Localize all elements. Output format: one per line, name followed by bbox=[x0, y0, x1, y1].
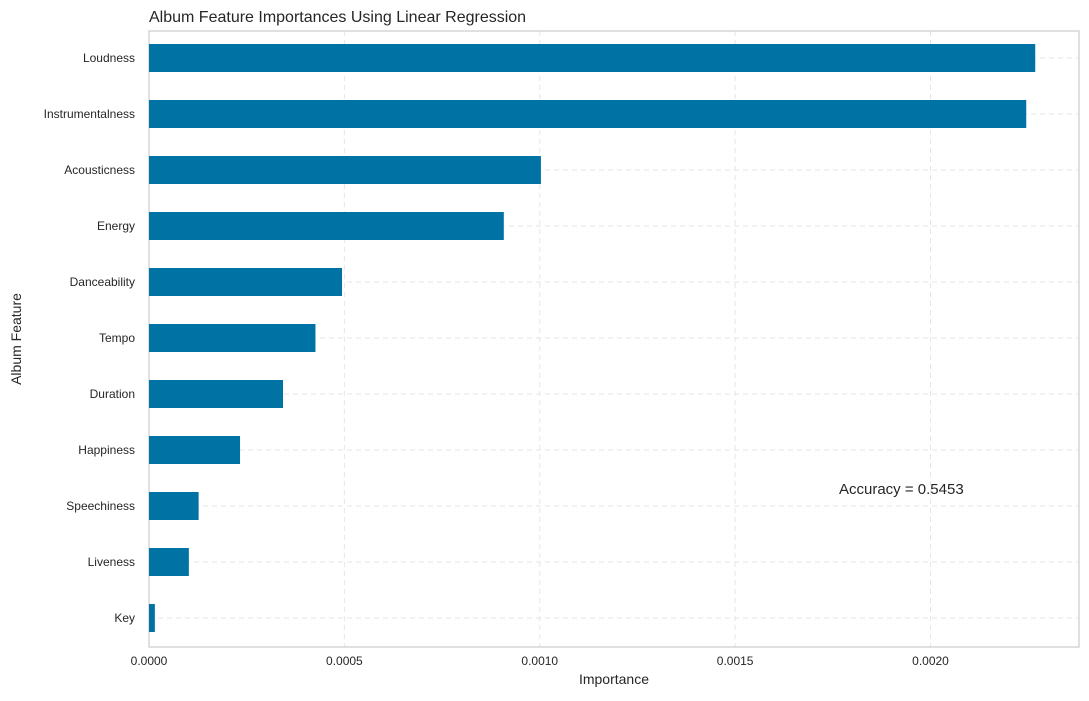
x-tick-label: 0.0015 bbox=[717, 654, 754, 668]
bar-acousticness bbox=[149, 156, 541, 184]
y-tick-label: Key bbox=[114, 611, 135, 625]
y-tick-labels: Loudness Instrumentalness Acousticness Ener… bbox=[44, 51, 136, 625]
chart-title: Album Feature Importances Using Linear R… bbox=[149, 9, 526, 26]
x-tick-labels: 0.0000 0.0005 0.0010 0.0015 0.0020 bbox=[131, 654, 950, 668]
bar-energy bbox=[149, 212, 504, 240]
bar-speechiness bbox=[149, 492, 199, 520]
bar-happiness bbox=[149, 436, 241, 464]
y-tick-label: Energy bbox=[97, 219, 135, 233]
x-tick-label: 0.0005 bbox=[326, 654, 363, 668]
x-tick-label: 0.0020 bbox=[912, 654, 949, 668]
bar-instrumentalness bbox=[149, 100, 1027, 128]
y-tick-label: Duration bbox=[90, 387, 135, 401]
bar-liveness bbox=[149, 548, 189, 576]
y-tick-label: Danceability bbox=[70, 275, 135, 289]
y-tick-label: Liveness bbox=[88, 555, 135, 569]
y-tick-label: Loudness bbox=[83, 51, 135, 65]
bar-tempo bbox=[149, 324, 316, 352]
y-tick-label: Instrumentalness bbox=[44, 107, 135, 121]
bar-danceability bbox=[149, 268, 343, 296]
y-tick-label: Happiness bbox=[78, 443, 135, 457]
y-tick-label: Acousticness bbox=[64, 163, 135, 177]
y-axis-label: Album Feature bbox=[8, 293, 24, 385]
bars bbox=[149, 44, 1036, 632]
y-tick-label: Tempo bbox=[99, 331, 135, 345]
bar-duration bbox=[149, 380, 284, 408]
accuracy-annotation: Accuracy = 0.5453 bbox=[839, 481, 964, 498]
x-tick-label: 0.0000 bbox=[131, 654, 168, 668]
bar-key bbox=[149, 604, 155, 632]
y-tick-label: Speechiness bbox=[66, 499, 135, 513]
bar-loudness bbox=[149, 44, 1036, 72]
x-axis-label: Importance bbox=[579, 671, 649, 687]
x-tick-label: 0.0010 bbox=[521, 654, 558, 668]
